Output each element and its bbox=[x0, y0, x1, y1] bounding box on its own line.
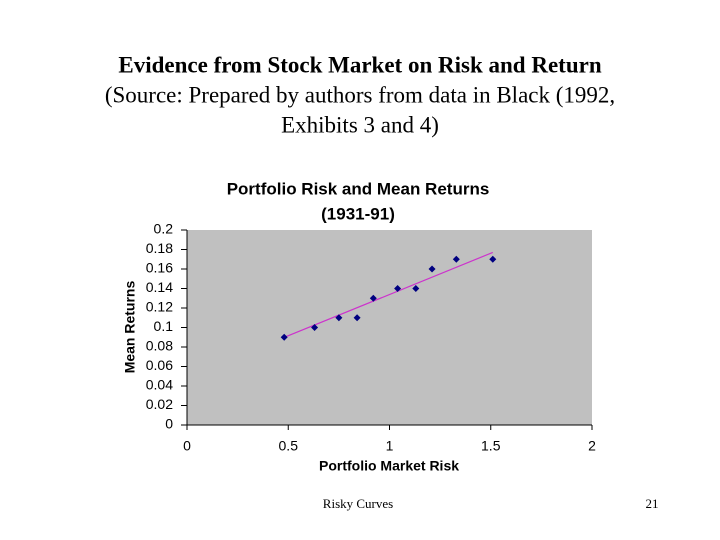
y-tick-label: 0.1 bbox=[154, 318, 174, 334]
data-point bbox=[452, 255, 460, 263]
x-tick-label: 2 bbox=[588, 438, 596, 454]
x-axis-label: Portfolio Market Risk bbox=[319, 458, 459, 474]
data-point bbox=[311, 324, 319, 331]
data-point bbox=[394, 285, 402, 292]
plot-area bbox=[187, 230, 592, 425]
chart-title: Portfolio Risk and Mean Returns bbox=[227, 179, 490, 198]
slide-title: Evidence from Stock Market on Risk and R… bbox=[118, 52, 601, 77]
y-tick-label: 0.08 bbox=[146, 338, 173, 354]
footer: Risky Curves bbox=[323, 496, 393, 511]
y-axis-label: Mean Returns bbox=[122, 281, 138, 374]
chart-subtitle: (1931-91) bbox=[321, 204, 395, 223]
data-point bbox=[335, 314, 343, 322]
trendline bbox=[281, 251, 494, 339]
x-tick-label: 1 bbox=[386, 438, 394, 454]
y-tick-label: 0.16 bbox=[146, 260, 173, 276]
data-point bbox=[428, 265, 436, 273]
y-tick-label: 0.2 bbox=[154, 221, 174, 237]
y-tick-label: 0.02 bbox=[146, 396, 173, 412]
data-point bbox=[369, 294, 377, 302]
slide-subtitle: (Source: Prepared by authors from data i… bbox=[105, 82, 615, 107]
slide-subtitle: Exhibits 3 and 4) bbox=[281, 112, 439, 137]
y-tick-label: 0.06 bbox=[146, 357, 173, 373]
y-tick-label: 0.04 bbox=[146, 377, 173, 393]
data-point bbox=[489, 255, 497, 263]
y-tick-label: 0 bbox=[165, 416, 173, 432]
x-tick-label: 0.5 bbox=[279, 438, 299, 454]
y-tick-label: 0.14 bbox=[146, 279, 173, 295]
x-tick-label: 0 bbox=[183, 438, 191, 454]
y-tick-label: 0.18 bbox=[146, 240, 173, 256]
y-tick-label: 0.12 bbox=[146, 299, 173, 315]
data-point bbox=[280, 333, 288, 341]
data-point bbox=[353, 314, 361, 322]
data-point bbox=[412, 285, 420, 292]
page-number: 21 bbox=[646, 496, 659, 511]
x-tick-label: 1.5 bbox=[481, 438, 501, 454]
